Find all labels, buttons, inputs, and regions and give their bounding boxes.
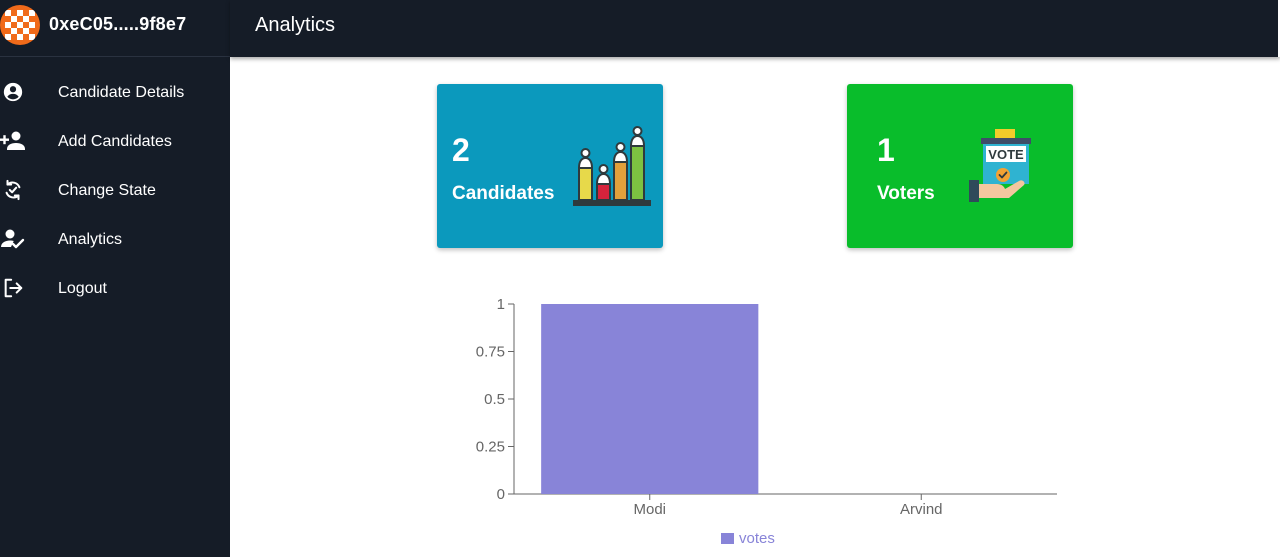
voters-label: Voters xyxy=(877,183,935,204)
x-tick-label: Modi xyxy=(633,501,666,518)
account-avatar[interactable] xyxy=(0,5,40,45)
ballot-box-icon: VOTE xyxy=(969,129,1031,202)
sidebar: 0xeC05.....9f8e7 Candidate Details Add C… xyxy=(0,0,230,557)
candidates-label: Candidates xyxy=(452,183,555,204)
bar-chart-svg: 0 0.25 0.5 0.75 1 Modi Arvind votes xyxy=(476,296,1057,547)
top-app-bar: Analytics xyxy=(230,0,1280,57)
account-header: 0xeC05.....9f8e7 xyxy=(0,0,230,57)
svg-text:VOTE: VOTE xyxy=(988,147,1024,162)
page-title: Analytics xyxy=(255,14,336,36)
logout-icon xyxy=(0,277,26,299)
change-state-icon xyxy=(0,179,26,201)
voters-card: 1 Voters VOTE xyxy=(847,84,1073,248)
legend-label: votes xyxy=(739,530,775,547)
sidebar-item-label: Add Candidates xyxy=(58,133,172,150)
person-add-icon xyxy=(0,130,26,152)
sidebar-item-label: Logout xyxy=(58,280,107,297)
sidebar-nav: Candidate Details Add Candidates Change … xyxy=(0,68,230,313)
bar-modi xyxy=(541,304,759,494)
y-tick-label: 0.75 xyxy=(476,344,505,361)
account-circle-icon xyxy=(0,81,26,103)
y-tick-label: 1 xyxy=(497,296,505,313)
sidebar-item-label: Change State xyxy=(58,182,156,199)
podium-chart-icon xyxy=(573,126,651,206)
account-address: 0xeC05.....9f8e7 xyxy=(49,14,187,34)
sidebar-item-analytics[interactable]: Analytics xyxy=(0,215,230,264)
candidates-count: 2 xyxy=(452,132,470,168)
legend-swatch xyxy=(721,533,734,544)
y-tick-label: 0.25 xyxy=(476,439,505,456)
candidates-card: 2 Candidates xyxy=(437,84,663,248)
y-tick-label: 0 xyxy=(497,486,505,503)
sidebar-item-label: Candidate Details xyxy=(58,84,185,101)
x-tick-label: Arvind xyxy=(900,501,943,518)
y-tick-label: 0.5 xyxy=(484,391,505,408)
person-check-icon xyxy=(0,228,26,250)
voters-count: 1 xyxy=(877,132,895,168)
sidebar-item-candidate-details[interactable]: Candidate Details xyxy=(0,68,230,117)
sidebar-item-change-state[interactable]: Change State xyxy=(0,166,230,215)
sidebar-item-logout[interactable]: Logout xyxy=(0,264,230,313)
window-edge xyxy=(1278,0,1280,57)
votes-bar-chart: 0 0.25 0.5 0.75 1 Modi Arvind votes xyxy=(440,290,1080,557)
sidebar-item-add-candidates[interactable]: Add Candidates xyxy=(0,117,230,166)
sidebar-item-label: Analytics xyxy=(58,231,123,248)
